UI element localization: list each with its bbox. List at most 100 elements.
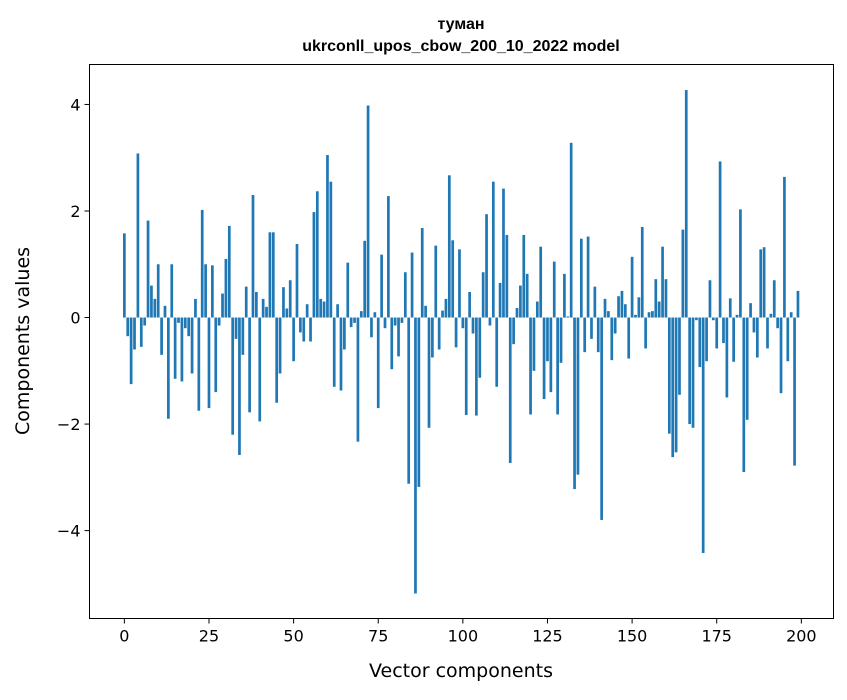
bar <box>373 312 377 318</box>
bar <box>600 317 603 520</box>
bar <box>762 247 766 318</box>
bar <box>498 282 502 318</box>
bar <box>363 240 367 318</box>
bar <box>329 181 333 318</box>
bar <box>640 226 644 318</box>
bar <box>133 317 136 350</box>
bar <box>285 308 289 318</box>
bar <box>769 313 773 318</box>
bar <box>451 240 455 318</box>
bar <box>390 317 394 370</box>
bar <box>468 291 471 318</box>
bar <box>674 317 678 453</box>
bar <box>417 317 421 487</box>
bar <box>319 298 323 318</box>
bar <box>532 317 536 371</box>
bar <box>546 317 549 362</box>
bar <box>393 317 397 326</box>
bar <box>742 317 746 473</box>
bar <box>583 317 587 353</box>
bar <box>282 287 285 318</box>
bar <box>197 317 201 411</box>
bar <box>647 312 651 318</box>
y-axis-label: Components values <box>12 247 34 435</box>
bar <box>244 286 248 318</box>
x-axis: 0 25 50 75 100 125 150 175 200 <box>119 618 817 646</box>
bar <box>150 285 153 318</box>
bar <box>637 297 641 318</box>
bar <box>434 245 438 318</box>
bar <box>271 232 275 318</box>
bar <box>627 317 631 359</box>
y-tick-label: 4 <box>70 95 80 114</box>
bar <box>610 317 614 361</box>
bar <box>420 228 424 318</box>
bar <box>613 317 617 334</box>
bar <box>749 303 752 318</box>
bar <box>573 317 576 490</box>
bar <box>160 317 163 355</box>
bar <box>397 317 400 357</box>
bar <box>681 229 685 318</box>
bar <box>126 317 130 337</box>
bar <box>322 301 326 318</box>
bar <box>207 317 211 409</box>
x-tick-label: 75 <box>368 627 388 646</box>
bar <box>705 317 708 362</box>
bar <box>728 298 732 318</box>
bar <box>336 304 339 318</box>
bar <box>444 298 448 318</box>
bar <box>224 258 228 318</box>
bar <box>552 261 556 318</box>
bar <box>359 311 363 318</box>
bar <box>478 317 482 378</box>
bar <box>488 317 492 326</box>
bar <box>505 234 509 318</box>
bar <box>288 280 292 318</box>
bars-group <box>123 90 800 594</box>
bar <box>129 317 133 385</box>
bar <box>708 280 712 318</box>
bar <box>512 317 515 345</box>
bar <box>312 212 316 318</box>
bar <box>603 298 607 318</box>
y-tick-label: 2 <box>70 202 80 221</box>
bar <box>309 317 312 342</box>
bar <box>255 291 258 318</box>
bar <box>519 285 522 318</box>
bar <box>739 209 742 318</box>
bar <box>461 317 465 329</box>
bar <box>725 317 729 398</box>
bar <box>410 252 414 318</box>
bar <box>671 317 675 458</box>
bar <box>745 317 749 420</box>
chart-title: туман <box>437 16 484 33</box>
bar <box>204 264 207 318</box>
bar <box>623 304 627 318</box>
bar <box>661 246 664 318</box>
bar <box>231 317 235 435</box>
bar <box>366 105 370 318</box>
bar <box>620 290 624 318</box>
bar <box>380 254 383 318</box>
bar <box>400 317 404 323</box>
bar <box>793 317 796 466</box>
bar <box>234 317 238 339</box>
bar <box>183 317 187 329</box>
bar <box>143 317 147 326</box>
bar <box>755 317 759 358</box>
bar <box>542 317 546 400</box>
bar <box>772 280 776 318</box>
bar <box>349 317 353 328</box>
bar <box>353 317 356 323</box>
bar <box>776 317 780 329</box>
bar <box>227 225 231 318</box>
bar <box>427 317 431 428</box>
bar <box>211 265 214 318</box>
bar <box>607 311 610 318</box>
x-tick-label: 100 <box>448 627 479 646</box>
bar <box>414 317 417 594</box>
bar <box>593 286 597 318</box>
bar <box>275 317 279 403</box>
bar <box>187 317 191 337</box>
